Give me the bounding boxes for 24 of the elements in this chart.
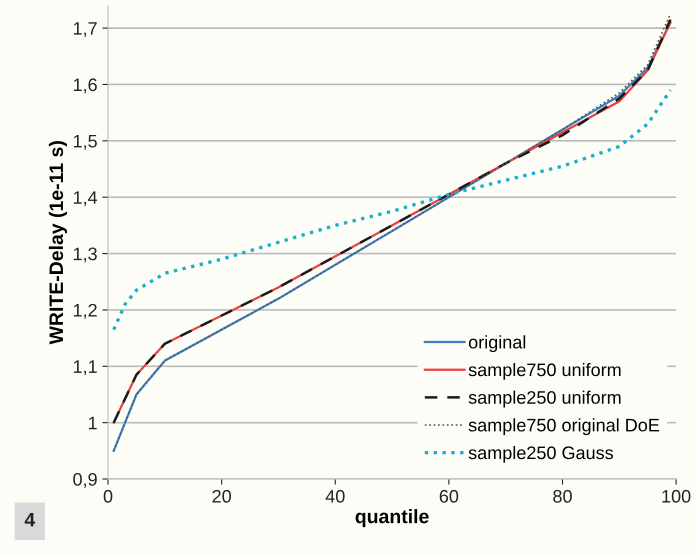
x-tick-label: 0	[104, 490, 112, 503]
legend-label: sample250 uniform	[468, 390, 621, 408]
line-series	[112, 88, 672, 332]
x-tick-label: 80	[553, 490, 572, 503]
y-tick-label: 1,1	[74, 360, 97, 376]
text: 4	[24, 512, 36, 526]
y-tick-label: 1,3	[74, 248, 97, 262]
y-tick-label: 0,9	[73, 472, 97, 488]
legend-label: sample750 uniform	[468, 362, 621, 380]
x-tick-label: 20	[212, 490, 231, 503]
y-tick-label: 1,7	[74, 22, 97, 37]
y-tick-label: 1,2	[74, 304, 97, 319]
y-tick-label: 1,6	[74, 78, 97, 94]
x-tick-label: 40	[326, 490, 345, 503]
legend-label: sample250 Gauss	[468, 446, 614, 463]
x-axis-title: quantile	[356, 509, 429, 528]
x-tick-label: 100	[662, 490, 690, 503]
y-axis-title: WRITE-Delay (1e-11 s)	[48, 141, 67, 344]
y-tick-label: 1,4	[74, 191, 98, 206]
y-tick-label: 1,5	[74, 134, 97, 150]
legend-label: original	[468, 335, 526, 352]
legend-label: sample750 original DoE	[468, 418, 660, 436]
y-tick-label: 1	[88, 416, 97, 430]
x-tick-label: 60	[440, 490, 458, 503]
